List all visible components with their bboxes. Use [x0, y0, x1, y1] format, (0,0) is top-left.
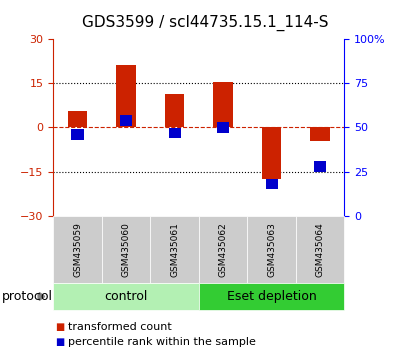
- Bar: [265, 179, 277, 189]
- Text: ■: ■: [55, 337, 65, 347]
- Text: control: control: [104, 290, 147, 303]
- Bar: [310, 127, 329, 141]
- Text: GSM435059: GSM435059: [73, 222, 82, 277]
- Bar: [213, 82, 232, 127]
- Bar: [168, 127, 180, 138]
- Bar: [116, 65, 135, 127]
- Text: ■: ■: [55, 322, 65, 332]
- Text: GSM435064: GSM435064: [315, 222, 324, 277]
- Bar: [261, 127, 281, 179]
- Bar: [216, 122, 229, 133]
- Text: GDS3599 / scl44735.15.1_114-S: GDS3599 / scl44735.15.1_114-S: [81, 15, 328, 31]
- Bar: [313, 161, 326, 172]
- Text: GSM435063: GSM435063: [267, 222, 275, 277]
- Text: GSM435060: GSM435060: [121, 222, 130, 277]
- Text: Eset depletion: Eset depletion: [226, 290, 316, 303]
- Bar: [120, 115, 132, 126]
- Text: GSM435061: GSM435061: [170, 222, 179, 277]
- Text: protocol: protocol: [2, 290, 53, 303]
- Text: transformed count: transformed count: [67, 322, 171, 332]
- Bar: [71, 129, 83, 140]
- Text: GSM435062: GSM435062: [218, 222, 227, 277]
- Text: percentile rank within the sample: percentile rank within the sample: [67, 337, 255, 347]
- Bar: [68, 111, 87, 127]
- Bar: [164, 93, 184, 127]
